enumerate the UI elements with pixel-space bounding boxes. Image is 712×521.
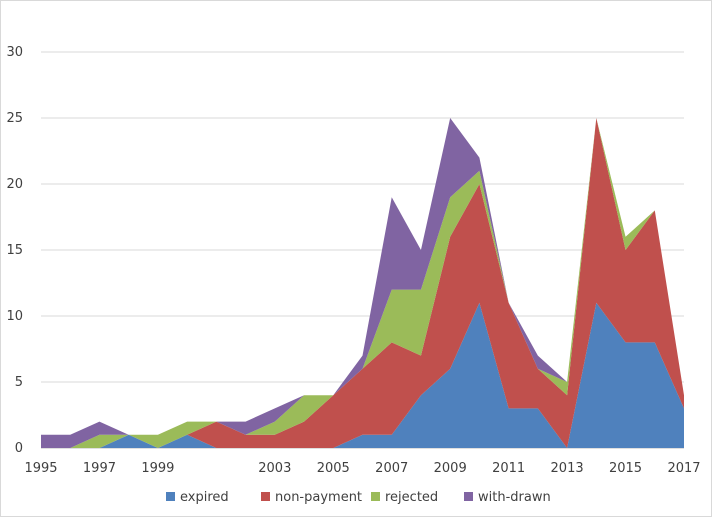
x-tick-label: 2007 xyxy=(375,461,408,476)
x-tick-label: 2011 xyxy=(492,461,525,476)
y-tick-label: 0 xyxy=(15,441,23,456)
y-tick-label: 15 xyxy=(6,243,23,258)
legend-swatch-with-drawn xyxy=(464,492,473,501)
y-tick-label: 5 xyxy=(15,375,23,390)
legend: expired non-payment rejected with-drawn xyxy=(166,490,551,505)
y-tick-label: 20 xyxy=(6,177,23,192)
x-tick-label: 2009 xyxy=(434,461,467,476)
x-tick-label: 1997 xyxy=(83,461,116,476)
gridlines xyxy=(41,51,684,449)
legend-label-expired: expired xyxy=(180,490,229,505)
legend-swatch-non-payment xyxy=(261,492,270,501)
legend-label-rejected: rejected xyxy=(385,490,438,505)
legend-swatch-expired xyxy=(166,492,175,501)
x-tick-label: 1995 xyxy=(24,461,57,476)
y-tick-label: 30 xyxy=(6,45,23,60)
legend-label-non-payment: non-payment xyxy=(275,490,362,505)
y-tick-label: 10 xyxy=(6,309,23,324)
x-tick-label: 2003 xyxy=(258,461,291,476)
y-axis-ticks: 0 5 10 15 20 25 30 xyxy=(6,45,23,456)
x-tick-label: 1999 xyxy=(141,461,174,476)
area-expired xyxy=(41,302,684,448)
x-tick-label: 2017 xyxy=(667,461,700,476)
x-tick-label: 2015 xyxy=(609,461,642,476)
legend-swatch-rejected xyxy=(371,492,380,501)
series-areas xyxy=(41,118,684,448)
x-axis-ticks: 1995 1997 1999 2003 2005 2007 2009 2011 2013 2015… xyxy=(24,461,700,476)
y-tick-label: 25 xyxy=(6,111,23,126)
x-tick-label: 2013 xyxy=(551,461,584,476)
area-non-payment xyxy=(41,118,684,448)
x-tick-label: 2005 xyxy=(317,461,350,476)
legend-label-with-drawn: with-drawn xyxy=(478,490,551,505)
